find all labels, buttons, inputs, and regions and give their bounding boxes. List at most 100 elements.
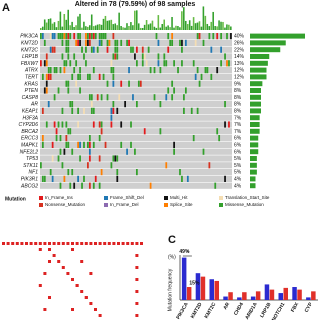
mutation-cell xyxy=(100,121,103,128)
mutation-cell xyxy=(65,141,68,148)
sample-bar xyxy=(208,26,211,30)
mutation-cell xyxy=(194,39,197,46)
bar xyxy=(250,67,267,73)
gene-label: ATRX xyxy=(24,68,39,74)
row-bg xyxy=(40,67,232,74)
sample-bar xyxy=(157,15,160,30)
mutation-cell xyxy=(88,73,91,80)
cell xyxy=(98,314,102,317)
unit-label: (%) xyxy=(168,254,176,260)
cell xyxy=(43,242,47,245)
mutation-cell xyxy=(41,135,44,142)
cell xyxy=(25,242,28,245)
mutation-cell xyxy=(224,175,226,182)
mutation-cell xyxy=(116,46,119,53)
mutation-cell xyxy=(173,148,175,155)
mutation-cell xyxy=(57,155,60,162)
mutation-cell xyxy=(216,128,219,135)
mutation-cell xyxy=(75,39,78,46)
bar xyxy=(250,88,261,93)
cell xyxy=(52,254,56,257)
mutation-cell xyxy=(55,135,58,142)
mutation-cell xyxy=(216,67,219,74)
value-label: 9% xyxy=(234,81,242,87)
mutation-cell xyxy=(98,33,101,40)
mutation-cell xyxy=(106,39,109,46)
gene-label: H3F3A xyxy=(22,115,38,121)
bar xyxy=(278,293,283,300)
mutation-cell xyxy=(98,182,101,189)
sample-bar xyxy=(134,10,136,31)
mutation-cell xyxy=(41,175,44,182)
mutation-cell xyxy=(114,155,117,162)
cell xyxy=(43,308,47,311)
mutation-cell xyxy=(65,135,68,142)
mutation-cell xyxy=(230,33,232,40)
mutation-cell xyxy=(90,33,93,40)
gene-label: KEAP1 xyxy=(22,109,38,115)
bar xyxy=(250,54,270,59)
cell xyxy=(6,242,10,245)
mutation-cell xyxy=(79,141,81,148)
mutation-cell xyxy=(136,101,138,108)
cell xyxy=(66,242,70,245)
mutation-cell xyxy=(139,80,142,87)
mutation-cell xyxy=(69,182,72,189)
mutation-cell xyxy=(126,39,128,46)
mutation-cell xyxy=(67,46,70,53)
bar xyxy=(181,257,187,300)
bar xyxy=(250,60,268,66)
mutation-cell xyxy=(157,53,160,60)
sample-bar xyxy=(204,15,207,30)
sample-bar xyxy=(79,13,81,30)
mutation-cell xyxy=(120,80,123,87)
cell xyxy=(89,242,93,245)
sample-bar xyxy=(165,26,167,30)
sample-bar xyxy=(43,19,46,30)
sample-bar xyxy=(155,27,158,30)
legend-label: Missense_Mutation xyxy=(225,202,264,207)
mutation-cell xyxy=(79,33,81,40)
bar xyxy=(255,291,261,300)
mutation-cell xyxy=(171,39,174,46)
legend-swatch xyxy=(164,196,168,200)
mutation-cell xyxy=(112,101,115,108)
mutation-cell xyxy=(169,39,172,46)
mutation-cell xyxy=(141,46,144,53)
mutation-cell xyxy=(153,94,156,101)
sample-bar xyxy=(228,24,230,30)
annotation: 15% xyxy=(189,280,200,286)
mutation-cell xyxy=(132,94,134,101)
mutation-cell xyxy=(167,46,170,53)
sample-bar xyxy=(171,16,173,30)
row-bg xyxy=(40,162,232,169)
value-label: 26% xyxy=(234,41,245,47)
gene-label: LRP1B xyxy=(22,54,39,60)
mutation-cell xyxy=(159,101,162,108)
cell xyxy=(57,242,61,245)
mutation-cell xyxy=(85,33,87,40)
mutation-cell xyxy=(128,80,130,87)
sample-bar xyxy=(104,15,107,30)
sample-bar xyxy=(96,24,99,30)
mutation-cell xyxy=(69,60,72,67)
legend-swatch xyxy=(219,203,223,207)
mutation-cell xyxy=(106,94,109,101)
mutation-cell xyxy=(96,46,99,53)
sample-bar xyxy=(175,25,177,30)
cell xyxy=(71,308,74,311)
mutation-cell xyxy=(116,53,119,60)
mutation-cell xyxy=(83,107,85,114)
mutation-cell xyxy=(63,175,66,182)
row-bg xyxy=(40,148,232,155)
bar xyxy=(250,40,286,46)
mutation-cell xyxy=(92,46,95,53)
mutation-cell xyxy=(130,46,132,53)
gene-label: KRAS xyxy=(24,81,38,87)
mutation-cell xyxy=(67,80,70,87)
mutation-cell xyxy=(83,53,85,60)
mutation-cell xyxy=(208,162,211,169)
mutation-cell xyxy=(153,67,156,74)
row-bg xyxy=(40,141,232,148)
